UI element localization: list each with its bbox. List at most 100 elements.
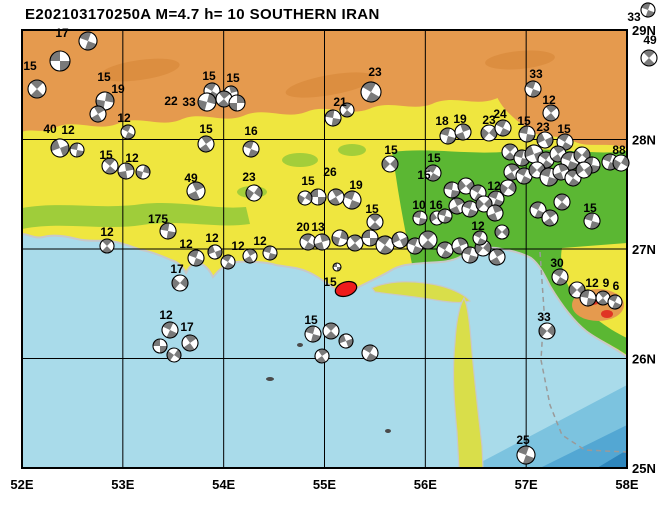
coastline bbox=[22, 233, 627, 358]
depth-label: 6 bbox=[613, 279, 620, 293]
focal-mechanism-marker bbox=[95, 91, 115, 111]
focal-mechanism-marker bbox=[412, 210, 428, 226]
focal-mechanism-marker bbox=[314, 348, 330, 364]
depth-label: 15 bbox=[304, 313, 318, 327]
focal-mechanism-marker bbox=[360, 81, 382, 103]
depth-label: 88 bbox=[612, 143, 626, 157]
focal-mechanism-marker bbox=[595, 290, 611, 306]
depth-label: 16 bbox=[429, 198, 443, 212]
focal-mechanism-marker bbox=[488, 248, 506, 266]
focal-mechanism-marker bbox=[197, 135, 215, 153]
focal-mechanism-marker bbox=[499, 179, 517, 197]
focal-mechanism-marker bbox=[640, 2, 656, 18]
focal-mechanism-marker bbox=[327, 188, 345, 206]
y-tick-label: 26N bbox=[632, 352, 656, 367]
y-tick-label: 25N bbox=[632, 461, 656, 476]
depth-label: 12 bbox=[205, 231, 219, 245]
depth-label: 15 bbox=[365, 202, 379, 216]
focal-mechanism-marker bbox=[120, 124, 136, 140]
focal-mechanism-marker bbox=[207, 244, 223, 260]
focal-mechanism-marker bbox=[304, 325, 322, 343]
depth-label: 9 bbox=[603, 276, 610, 290]
depth-label: 25 bbox=[516, 433, 530, 447]
focal-mechanism-marker bbox=[297, 190, 313, 206]
small-island bbox=[297, 343, 303, 347]
depth-label: 15 bbox=[557, 122, 571, 136]
focal-mechanism-marker bbox=[159, 222, 177, 240]
depth-label: 23 bbox=[368, 65, 382, 79]
focal-mechanism-marker bbox=[518, 125, 536, 143]
focal-mechanism-marker bbox=[461, 246, 479, 264]
focal-mechanism-marker bbox=[220, 254, 236, 270]
depth-label: 21 bbox=[333, 95, 347, 109]
focal-mechanism-marker bbox=[366, 213, 384, 231]
focal-mechanism-marker bbox=[99, 238, 115, 254]
focal-mechanism-marker bbox=[541, 209, 559, 227]
focal-mechanism-marker bbox=[166, 347, 182, 363]
focal-mechanism-marker bbox=[262, 245, 278, 261]
depth-label: 12 bbox=[179, 237, 193, 251]
small-island bbox=[266, 377, 274, 381]
depth-label: 12 bbox=[61, 123, 75, 137]
focal-mechanism-marker bbox=[324, 109, 342, 127]
focal-mechanism-marker bbox=[171, 274, 189, 292]
depth-label: 18 bbox=[435, 114, 449, 128]
focal-mechanism-marker bbox=[381, 155, 399, 173]
depth-label: 17 bbox=[170, 262, 184, 276]
focal-mechanism-marker bbox=[332, 262, 342, 272]
depth-label: 33 bbox=[537, 310, 551, 324]
depth-label: 40 bbox=[43, 122, 57, 136]
depth-label: 12 bbox=[159, 308, 173, 322]
focal-mechanism-marker bbox=[524, 80, 542, 98]
depth-label: 12 bbox=[471, 219, 485, 233]
focal-mechanism-marker bbox=[486, 204, 504, 222]
focal-mechanism-marker bbox=[331, 229, 349, 247]
axis-labels: 52E 53E 54E 55E 56E 57E 58E 29N 28N 27N 26N 25N bbox=[10, 23, 655, 492]
focal-mechanism-marker bbox=[424, 164, 442, 182]
focal-mechanism-marker bbox=[49, 50, 71, 72]
depth-label: 12 bbox=[100, 225, 114, 239]
x-tick-label: 52E bbox=[10, 477, 33, 492]
focal-mechanism-marker bbox=[101, 157, 119, 175]
depth-label: 22 bbox=[164, 94, 178, 108]
focal-mechanism-marker bbox=[583, 212, 601, 230]
y-tick-label: 28N bbox=[632, 133, 656, 148]
depth-label: 12 bbox=[125, 151, 139, 165]
focal-mechanism-layer bbox=[27, 2, 658, 465]
depth-label: 15 bbox=[417, 168, 431, 182]
focal-mechanism-marker bbox=[436, 241, 454, 259]
focal-mechanism-marker bbox=[50, 138, 70, 158]
focal-mechanism-marker bbox=[536, 131, 554, 149]
focal-mechanism-marker bbox=[448, 197, 466, 215]
focal-mechanism-marker bbox=[117, 162, 135, 180]
musandam-peninsula bbox=[452, 296, 484, 468]
depth-label: 33 bbox=[627, 10, 641, 24]
focal-mechanism-marker bbox=[313, 233, 331, 251]
depth-label: 33 bbox=[182, 95, 196, 109]
focal-mechanism-marker bbox=[551, 268, 569, 286]
featured-event-marker bbox=[334, 280, 358, 298]
depth-label: 33 bbox=[529, 67, 543, 81]
focal-mechanism-marker bbox=[69, 142, 85, 158]
focal-mechanism-marker bbox=[529, 201, 547, 219]
depth-label: 13 bbox=[311, 220, 325, 234]
focal-mechanism-marker bbox=[161, 321, 179, 339]
depth-label: 19 bbox=[349, 178, 363, 192]
x-tick-label: 57E bbox=[515, 477, 538, 492]
focal-mechanism-marker bbox=[501, 143, 519, 161]
x-tick-label: 54E bbox=[212, 477, 235, 492]
focal-mechanism-marker bbox=[346, 234, 364, 252]
focal-mechanism-marker bbox=[361, 229, 379, 247]
focal-mechanism-marker bbox=[361, 344, 379, 362]
focal-mechanism-marker bbox=[475, 195, 493, 213]
depth-label: 10 bbox=[412, 198, 426, 212]
x-tick-label: 55E bbox=[313, 477, 336, 492]
focal-mechanism-marker bbox=[454, 123, 472, 141]
depth-label: 26 bbox=[323, 165, 337, 179]
focal-mechanism-marker bbox=[568, 281, 586, 299]
depth-label: 15 bbox=[199, 122, 213, 136]
depth-label: 23 bbox=[482, 113, 496, 127]
depth-label: 175 bbox=[148, 212, 168, 226]
depth-label: 15 bbox=[323, 275, 337, 289]
focal-mechanism-marker bbox=[494, 119, 512, 137]
